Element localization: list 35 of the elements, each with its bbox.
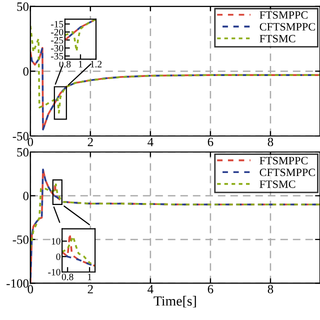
x-tick-label: 6 [208,284,214,294]
legend-label: FTSMPPC [260,156,308,164]
x-axis-title: Time[s] [154,296,196,308]
y-tick-label: -10 [48,268,60,276]
legend-label: FTSMC [260,34,296,42]
x-tick-label: 4 [148,285,154,294]
x-tick-label: 1 [78,60,82,68]
y-tick-label: 0 [23,67,29,76]
x-tick-label: 8 [268,284,274,294]
y-tick-label: -15 [50,20,64,28]
y-tick-label: 0 [56,253,60,260]
y-tick-label: -50 [12,235,29,244]
legend-label: FTSMPPC [260,11,308,19]
x-tick-label: 2 [88,138,93,146]
y-tick-label: 50 [17,2,29,11]
y-tick-label: -100 [6,279,29,288]
y-tick-label: -35 [50,52,64,60]
y-tick-label: -25 [50,36,64,44]
x-tick-label: 1 [88,274,92,280]
x-tick-label: 6 [208,138,214,146]
x-tick-label: 4 [148,138,154,146]
x-tick-label: 8 [268,138,274,146]
y-tick-label: 0 [23,192,29,200]
line-series [30,46,320,130]
x-tick-label: 0.8 [62,274,74,280]
legend-label: FTSMC [260,180,296,188]
legend-label: CFTSMPPC [260,168,315,176]
legend-label: CFTSMPPC [260,23,315,31]
x-tick-label: 2 [88,284,93,294]
x-tick-label: 1.2 [90,60,102,68]
y-tick-label: -20 [50,28,64,36]
y-tick-label: -30 [50,44,64,52]
y-tick-label: -50 [12,132,29,140]
y-tick-label: 50 [17,148,29,156]
y-tick-label: 10 [52,238,60,245]
